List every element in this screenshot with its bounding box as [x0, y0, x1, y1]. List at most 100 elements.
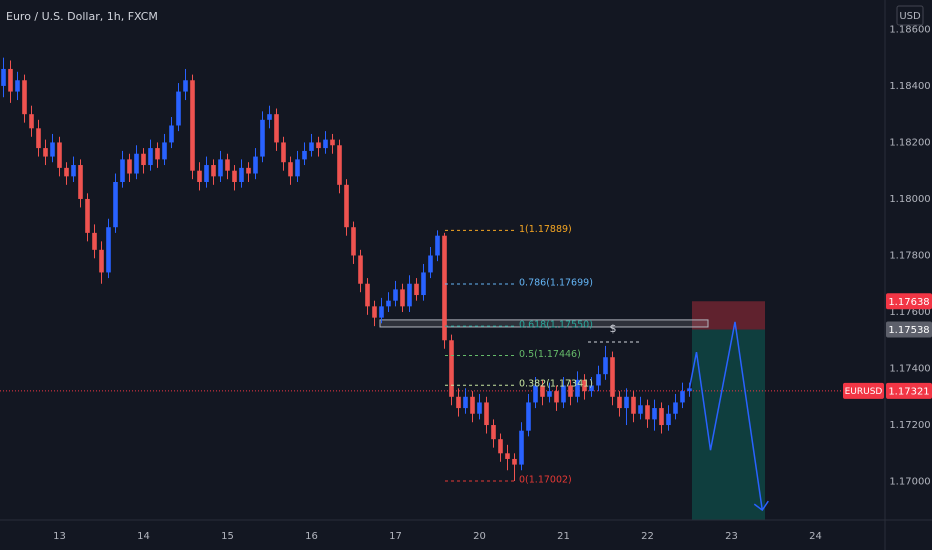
symbol-tag-label: EURUSD	[845, 387, 883, 397]
candle-body	[652, 408, 657, 420]
x-tick-label: 21	[557, 531, 570, 542]
candle-body	[400, 289, 405, 307]
plot-area: 1(1.17889) 0.786(1.17699) 0.618(1.17550) 0.…	[0, 57, 885, 520]
candle-body	[8, 68, 13, 92]
candle-body	[288, 162, 293, 177]
candle-body	[15, 80, 20, 92]
candle-body	[169, 125, 174, 143]
candle-body	[155, 148, 160, 160]
candle-body	[92, 232, 97, 250]
candle-body	[680, 391, 685, 403]
candle-body	[659, 408, 664, 426]
candle-body	[484, 402, 489, 426]
candle-body	[372, 306, 377, 318]
candle-body	[631, 396, 636, 414]
candle-body	[365, 283, 370, 307]
candle-body	[225, 159, 230, 171]
last-price-tag	[886, 382, 932, 399]
candle-body	[456, 396, 461, 409]
candle-body	[57, 142, 62, 168]
x-tick-label: 24	[809, 531, 822, 542]
candle-body	[337, 145, 342, 185]
candle-body	[330, 139, 335, 146]
stop-zone	[692, 301, 765, 330]
candle-body	[183, 80, 188, 92]
candle-body	[246, 167, 251, 174]
x-tick-label: 17	[389, 531, 402, 542]
price-tag	[886, 321, 932, 338]
y-tick-label: 1.17600	[889, 307, 930, 318]
candle-body	[526, 402, 531, 431]
candle-body	[295, 159, 300, 177]
candle-body	[463, 396, 468, 409]
fib-label: 0.786(1.17699)	[519, 278, 593, 289]
axes: 1.17000 1.17200 1.17400 1.17600 1.17800 1.180…	[53, 24, 932, 542]
candle-body	[624, 396, 629, 409]
candle-body	[127, 159, 132, 174]
candle-body	[148, 148, 153, 166]
price-axis	[885, 0, 932, 550]
candle-body	[477, 402, 482, 414]
support-zone	[379, 319, 709, 328]
x-tick-label: 23	[725, 531, 738, 542]
candle-body	[407, 283, 412, 307]
candle-body	[554, 391, 559, 403]
candle-body	[43, 148, 48, 157]
candle-body	[568, 385, 573, 397]
y-tick-label: 1.18200	[889, 137, 930, 148]
candle-body	[435, 235, 440, 256]
candle-body	[533, 385, 538, 403]
x-tick-label: 16	[305, 531, 318, 542]
candle-body	[582, 379, 587, 392]
candle-body	[218, 159, 223, 177]
candle-body	[281, 142, 286, 163]
candle-body	[519, 430, 524, 465]
candle-body	[386, 300, 391, 307]
candle-body	[232, 170, 237, 182]
candle-body	[491, 425, 496, 440]
candle-body	[561, 385, 566, 403]
currency[interactable]: USD	[899, 11, 921, 22]
target-zone	[692, 329, 765, 520]
chart-title: Euro / U.S. Dollar, 1h, FXCM	[6, 10, 158, 23]
last-price-label: 1.17321	[888, 386, 929, 397]
candle-body	[267, 114, 272, 120]
candle-body	[99, 249, 104, 273]
y-tick-label: 1.18400	[889, 81, 930, 92]
x-tick-label: 13	[53, 531, 66, 542]
fib-label: 0.382(1.17341)	[519, 379, 593, 390]
candle-body	[498, 439, 503, 454]
x-tick-label: 14	[137, 531, 150, 542]
candle-body	[197, 170, 202, 182]
fib-label: 0.5(1.17446)	[519, 349, 581, 360]
candle-body	[449, 340, 454, 397]
y-tick-label: 1.17400	[889, 364, 930, 375]
candle-body	[1, 68, 6, 86]
candle-body	[470, 396, 475, 414]
candle-body	[351, 227, 356, 256]
candle-body	[316, 142, 321, 149]
x-tick-label: 15	[221, 531, 234, 542]
currency-box[interactable]	[896, 5, 924, 26]
candle-body	[393, 289, 398, 301]
candle-body	[85, 198, 90, 233]
x-tick-label: 20	[473, 531, 486, 542]
candle-body	[540, 385, 545, 397]
candle-body	[274, 114, 279, 143]
candle-body	[302, 150, 307, 160]
candle-body	[36, 128, 41, 149]
candle-body	[176, 91, 181, 126]
fib-label: 0.618(1.17550)	[519, 320, 593, 331]
candle-body	[687, 388, 692, 392]
candle-body	[50, 142, 55, 157]
candle-body	[239, 167, 244, 182]
candle-body	[603, 357, 608, 375]
candle-body	[22, 80, 27, 115]
candle-body	[414, 283, 419, 296]
candle-body	[134, 153, 139, 174]
candle-body	[211, 165, 216, 177]
candle-body	[120, 159, 125, 182]
candle-body	[379, 306, 384, 318]
candle-body	[589, 385, 594, 392]
candle-body	[638, 405, 643, 414]
